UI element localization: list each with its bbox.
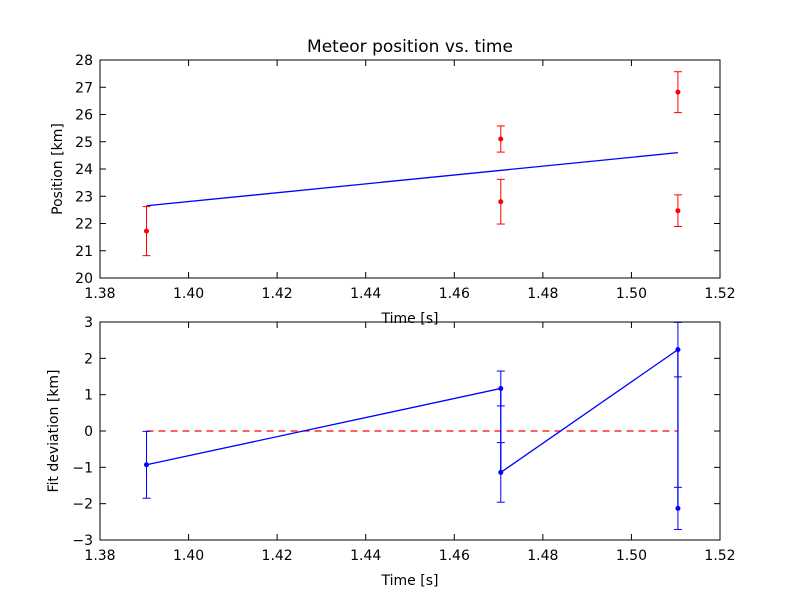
position-plot-title: Meteor position vs. time [307,37,513,57]
position-ticks: 1.38 1.40 1.42 1.44 1.46 1.48 1.50 1.52 20 21 22 23… [75,53,735,302]
position-x-tick-label: 1.50 [616,286,647,302]
position-y-axis-label: Position [km] [50,123,66,215]
deviation-point [498,469,504,475]
position-marks [142,71,682,257]
deviation-y-tick-label: −2 [72,497,93,513]
position-y-tick-label: 24 [75,162,93,178]
deviation-ticks: 1.38 1.40 1.42 1.44 1.46 1.48 1.50 1.52 −3 −2 −1 0 1… [72,315,735,564]
deviation-point [675,505,681,511]
fit-line [146,152,678,207]
position-y-tick-label: 21 [75,244,93,260]
position-y-tick-label: 27 [75,80,93,96]
position-point [498,136,504,142]
position-y-tick-label: 26 [75,108,93,124]
position-x-tick-label: 1.40 [173,286,204,302]
position-x-tick-label: 1.44 [350,286,381,302]
deviation-y-tick-label: 2 [84,351,93,367]
position-point [675,208,681,214]
position-x-tick-label: 1.42 [262,286,293,302]
position-panel: Meteor position vs. time 1.38 1.40 1.42 1.4… [50,37,736,327]
deviation-x-tick-label: 1.44 [350,548,381,564]
deviation-x-tick-label: 1.46 [439,548,470,564]
position-point [498,199,504,205]
deviation-panel: 1.38 1.40 1.42 1.44 1.46 1.48 1.50 1.52 −3 −2 −1 0 1… [46,315,736,589]
deviation-x-tick-label: 1.52 [704,548,735,564]
deviation-marks [142,321,682,530]
position-y-tick-label: 22 [75,217,93,233]
deviation-y-tick-label: 3 [84,315,93,331]
deviation-x-tick-label: 1.42 [262,548,293,564]
deviation-x-tick-label: 1.48 [527,548,558,564]
position-x-axis-label: Time [s] [381,311,439,327]
position-y-tick-label: 28 [75,53,93,69]
position-x-tick-label: 1.46 [439,286,470,302]
deviation-x-tick-label: 1.50 [616,548,647,564]
deviation-x-axis-label: Time [s] [381,573,439,589]
deviation-y-tick-label: 1 [84,388,93,404]
position-x-tick-label: 1.48 [527,286,558,302]
position-point [144,228,149,234]
deviation-y-tick-label: −3 [72,533,93,549]
position-y-tick-label: 20 [75,271,93,287]
deviation-point [675,347,681,353]
deviation-y-tick-label: 0 [84,424,93,440]
deviation-x-tick-label: 1.40 [173,548,204,564]
deviation-x-tick-label: 1.38 [84,548,115,564]
position-y-tick-label: 25 [75,135,93,151]
deviation-point [144,462,149,468]
position-point [675,89,681,95]
position-x-tick-label: 1.38 [84,286,115,302]
position-x-tick-label: 1.52 [704,286,735,302]
deviation-y-axis-label: Fit deviation [km] [46,369,62,492]
deviation-point [498,385,504,391]
deviation-y-tick-label: −1 [72,460,93,476]
position-y-tick-label: 23 [75,189,93,205]
